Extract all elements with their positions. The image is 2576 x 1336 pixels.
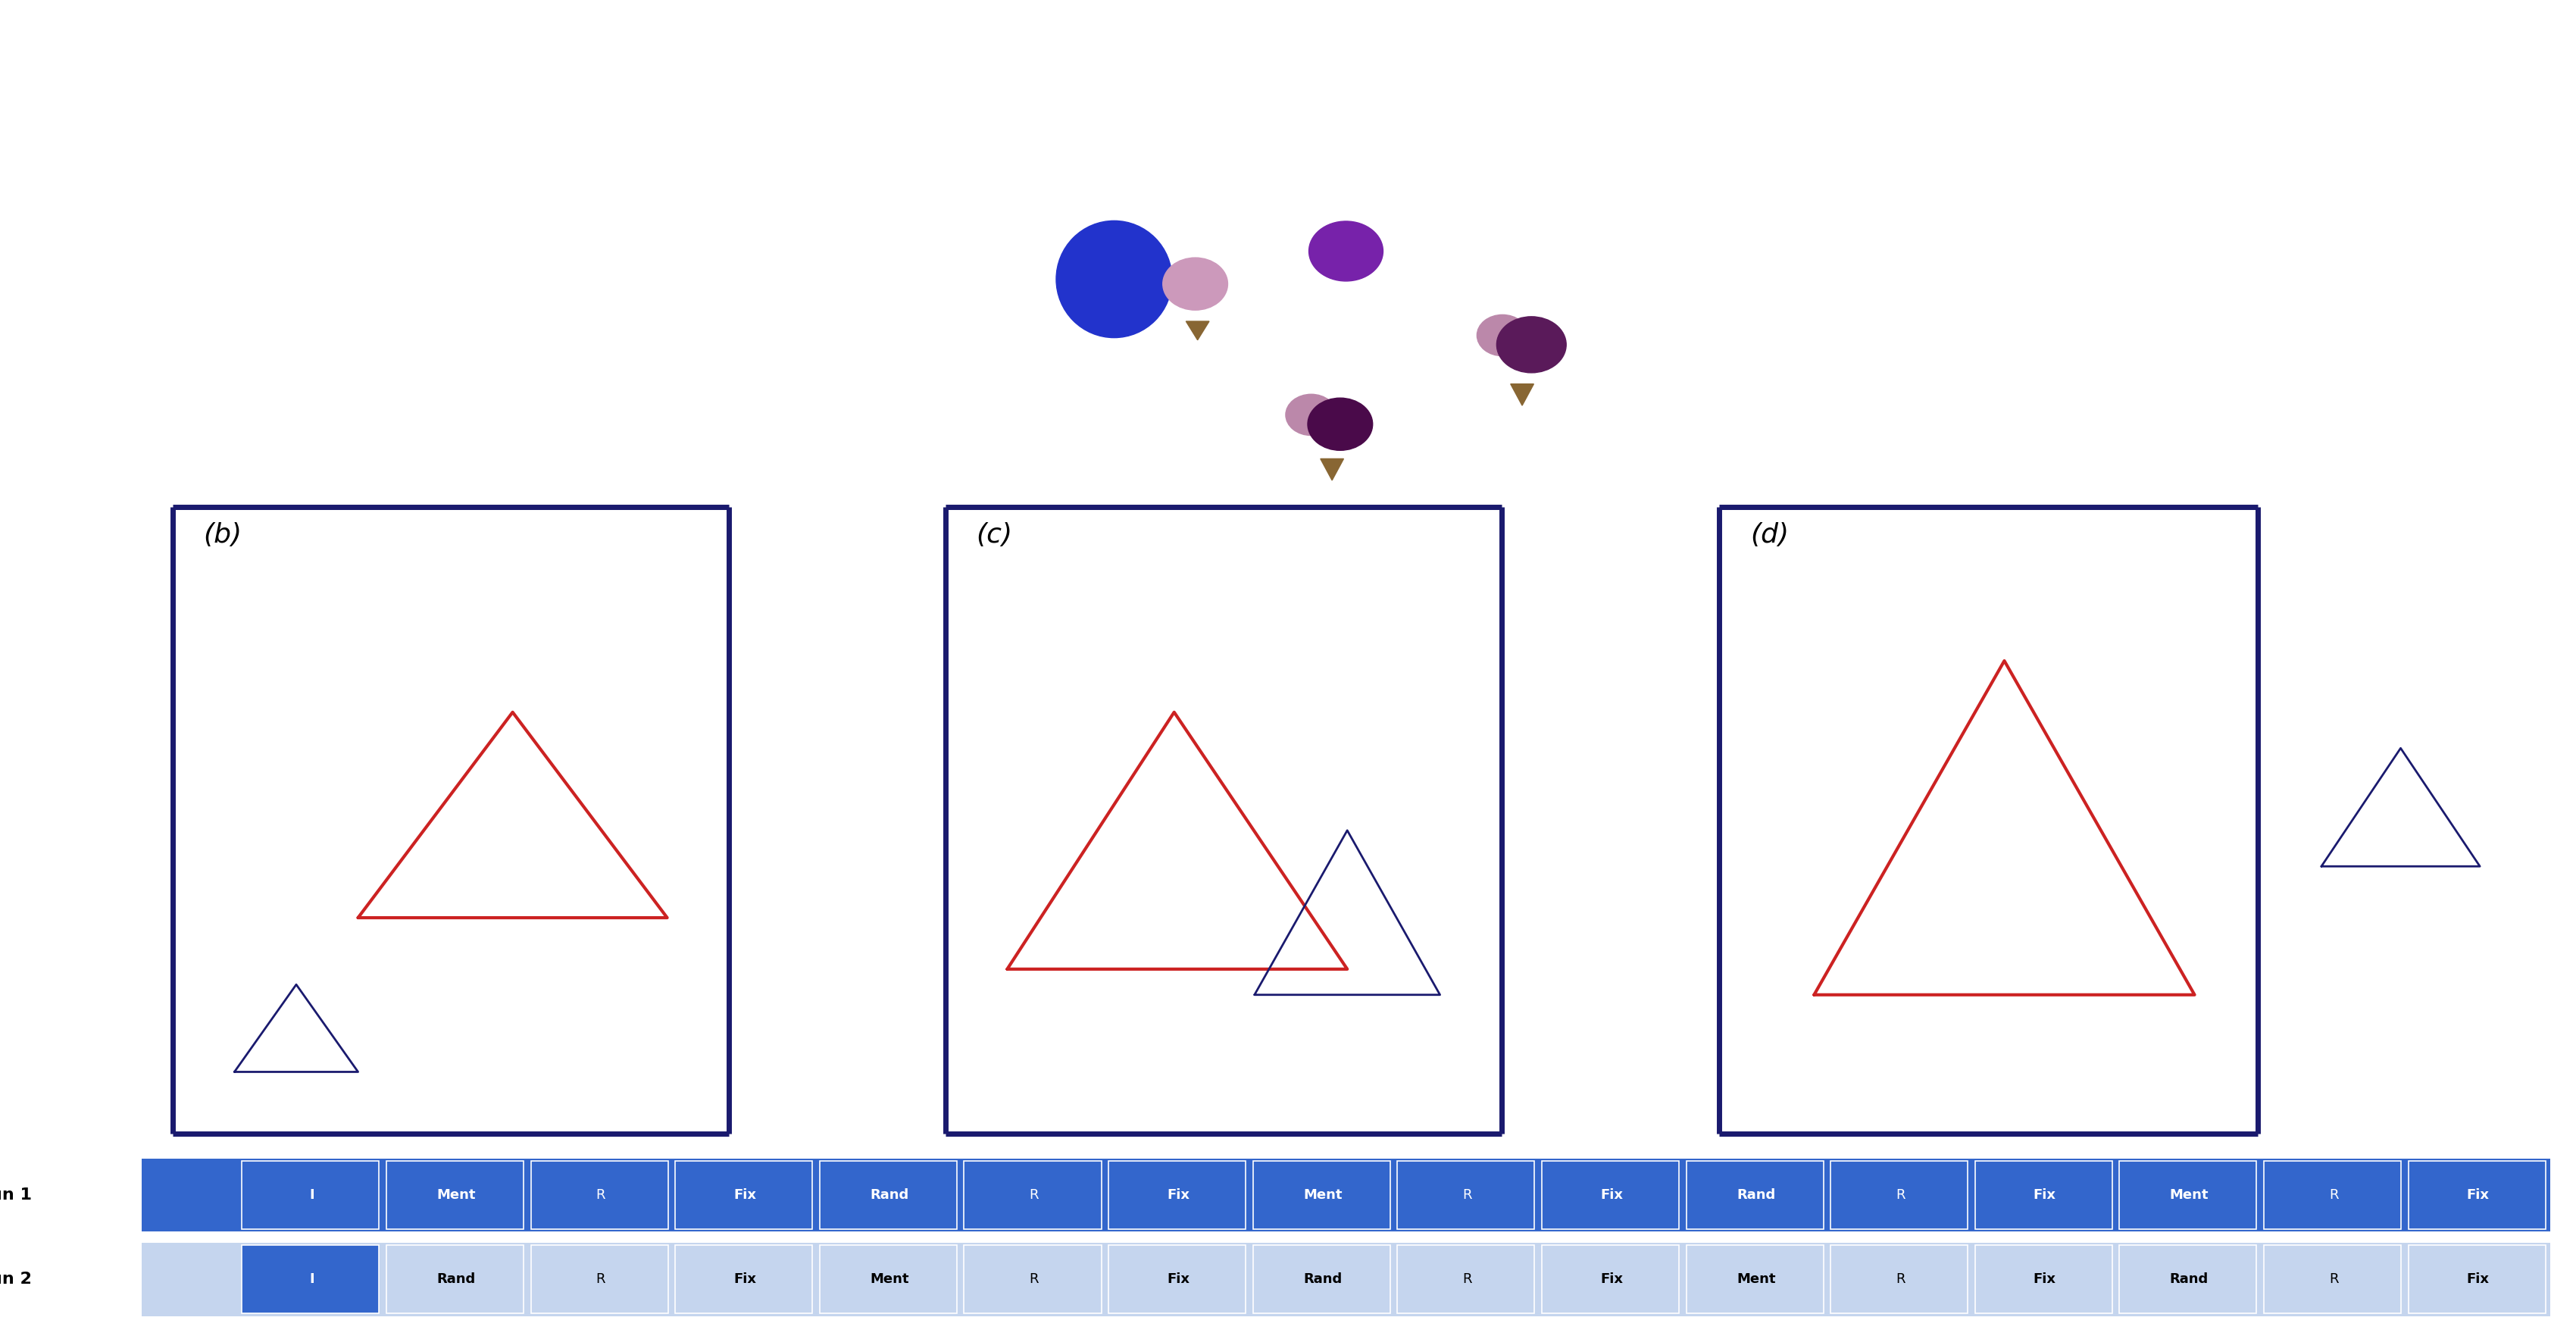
Text: Ment: Ment: [1736, 1272, 1775, 1287]
Bar: [242, 1161, 379, 1229]
Text: R: R: [1463, 1188, 1471, 1202]
Bar: [1108, 1245, 1247, 1313]
Text: Fix: Fix: [1600, 1272, 1623, 1287]
Circle shape: [1497, 317, 1566, 373]
Text: Rand: Rand: [438, 1272, 477, 1287]
Text: Fix: Fix: [2468, 1188, 2488, 1202]
Bar: [1540, 1161, 1680, 1229]
Text: Run 1: Run 1: [0, 1188, 31, 1202]
Text: Fix: Fix: [734, 1272, 757, 1287]
Text: PLEASE REMEMBER TO KEEP YOUR HEAD STILL: PLEASE REMEMBER TO KEEP YOUR HEAD STILL: [1185, 788, 1507, 800]
Bar: [2120, 1245, 2257, 1313]
Circle shape: [1285, 394, 1337, 436]
Text: R: R: [1030, 1272, 1038, 1287]
Bar: [386, 1161, 523, 1229]
Text: Fix: Fix: [1600, 1188, 1623, 1202]
Circle shape: [1309, 398, 1373, 450]
Circle shape: [1309, 222, 1383, 281]
Text: After each clip, there will be a response slide.: After each clip, there will be a respons…: [1218, 681, 1473, 693]
Bar: [819, 1161, 956, 1229]
Text: Run 2: Run 2: [0, 1272, 31, 1287]
Text: Rand: Rand: [1303, 1272, 1342, 1287]
Bar: [675, 1161, 811, 1229]
Text: Fix: Fix: [2032, 1188, 2056, 1202]
Bar: [531, 1245, 667, 1313]
Bar: [386, 1245, 523, 1313]
Text: Fix: Fix: [734, 1188, 757, 1202]
Bar: [242, 1245, 379, 1313]
Bar: [963, 1161, 1103, 1229]
Bar: [531, 1161, 667, 1229]
Polygon shape: [1510, 383, 1533, 406]
Text: Please respond while that slide is on the screen.: Please respond while that slide is on th…: [1211, 723, 1481, 735]
Text: For a Random Interaction, press the button under your RING finger.: For a Random Interaction, press the butt…: [1159, 620, 1533, 632]
Bar: [675, 1245, 811, 1313]
Text: R: R: [595, 1188, 605, 1202]
Text: (b): (b): [204, 522, 242, 548]
Bar: [1832, 1161, 1968, 1229]
Text: (c): (c): [976, 522, 1012, 548]
Text: (d): (d): [1752, 522, 1790, 548]
Text: Fix: Fix: [1167, 1272, 1190, 1287]
Bar: [1540, 1245, 1680, 1313]
Bar: [1687, 1161, 1824, 1229]
Bar: [1108, 1161, 1247, 1229]
Bar: [963, 1245, 1103, 1313]
Ellipse shape: [1056, 220, 1172, 338]
Text: R: R: [1896, 1272, 1906, 1287]
Text: You will now watch short clips and decide if the shapes are having a: You will now watch short clips and decid…: [1149, 59, 1543, 71]
Bar: [1976, 1245, 2112, 1313]
Text: Mental Interaction or not.: Mental Interaction or not.: [1273, 96, 1419, 108]
Bar: [2264, 1161, 2401, 1229]
Text: I: I: [309, 1272, 314, 1287]
Bar: [1396, 1161, 1535, 1229]
Bar: [1832, 1245, 1968, 1313]
Circle shape: [1476, 315, 1528, 355]
Bar: [2264, 1245, 2401, 1313]
Bar: [1252, 1161, 1391, 1229]
Text: R: R: [1463, 1272, 1471, 1287]
Polygon shape: [1185, 321, 1208, 339]
Bar: [1396, 1245, 1535, 1313]
Bar: [1687, 1245, 1824, 1313]
Text: I: I: [309, 1188, 314, 1202]
Text: Ment: Ment: [1303, 1188, 1342, 1202]
Bar: [2409, 1161, 2545, 1229]
Text: Ment: Ment: [2169, 1188, 2208, 1202]
Text: Rand: Rand: [2169, 1272, 2208, 1287]
Bar: [2409, 1245, 2545, 1313]
Text: If your Not Sure, press the button under your MIDDLE finger.: If your Not Sure, press the button under…: [1177, 578, 1515, 591]
Bar: [2120, 1161, 2257, 1229]
Text: Fix: Fix: [1167, 1188, 1190, 1202]
Text: Fix: Fix: [2468, 1272, 2488, 1287]
Polygon shape: [1321, 458, 1345, 480]
Text: R: R: [2329, 1188, 2339, 1202]
Text: R: R: [1030, 1188, 1038, 1202]
Bar: [963, 130, 1636, 513]
Text: Ment: Ment: [438, 1188, 477, 1202]
Circle shape: [1162, 258, 1229, 310]
Text: Rand: Rand: [871, 1188, 909, 1202]
Text: Rand: Rand: [1736, 1188, 1775, 1202]
Text: R: R: [1896, 1188, 1906, 1202]
Text: Ment: Ment: [871, 1272, 909, 1287]
Bar: [819, 1245, 956, 1313]
Text: For a Mental Interaction, press the button under your INDEX finger.: For a Mental Interaction, press the butt…: [1159, 536, 1533, 548]
Bar: [1976, 1161, 2112, 1229]
Text: (a): (a): [742, 55, 791, 84]
Text: R: R: [595, 1272, 605, 1287]
Text: Fix: Fix: [2032, 1272, 2056, 1287]
Bar: [1252, 1245, 1391, 1313]
Text: R: R: [2329, 1272, 2339, 1287]
